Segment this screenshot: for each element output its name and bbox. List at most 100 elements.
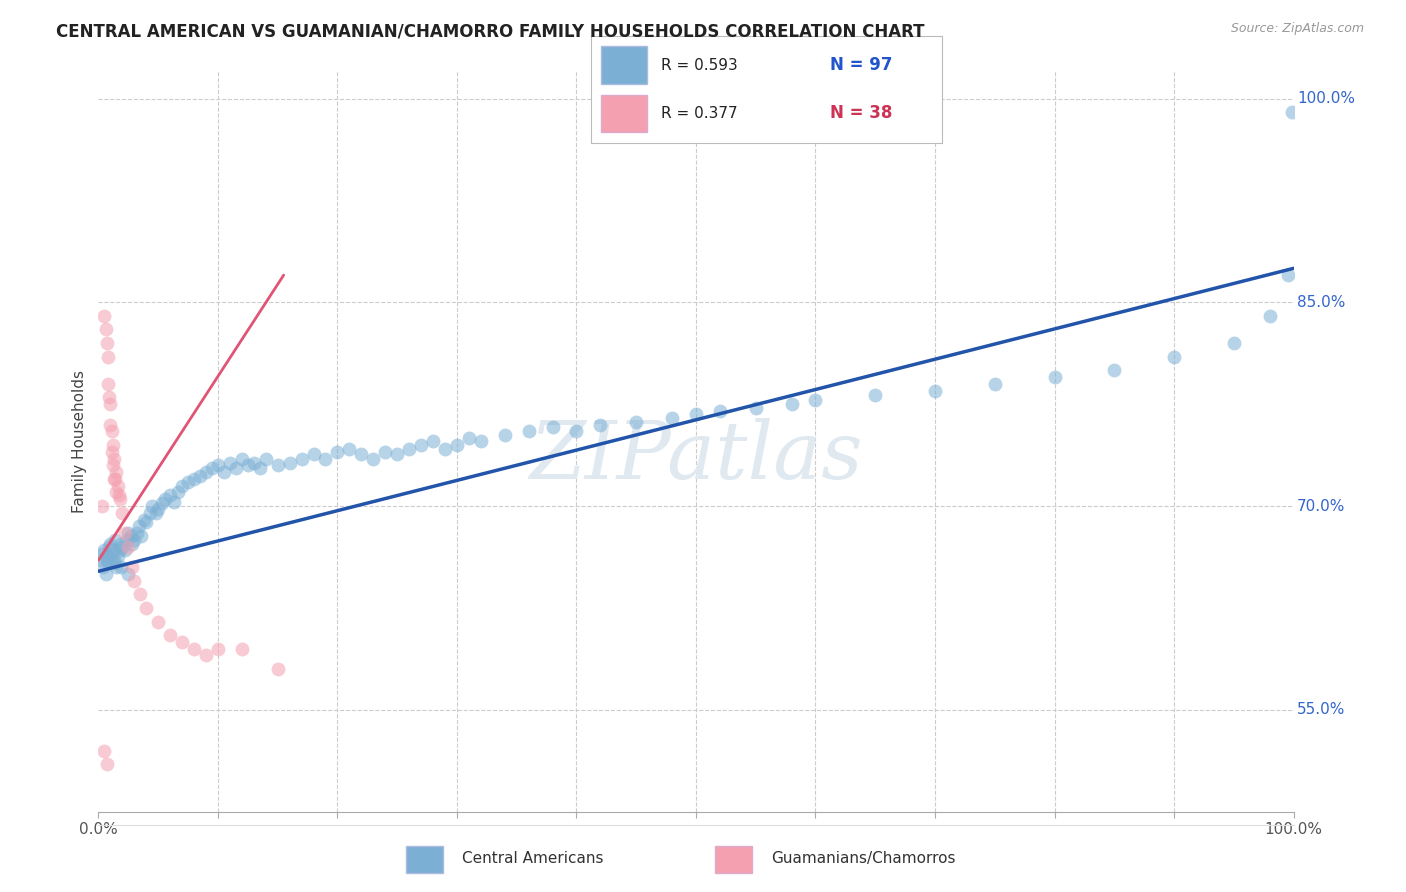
Point [494, 428, 516, 442]
Point [96, 757, 118, 772]
Point [93, 542, 115, 557]
Point [398, 442, 420, 456]
Point [236, 458, 259, 473]
Point [91, 560, 114, 574]
Point [924, 384, 946, 398]
Point [108, 492, 131, 507]
Point [111, 506, 134, 520]
Point [350, 447, 373, 461]
Point [302, 447, 325, 461]
Point [103, 553, 125, 567]
Point [124, 533, 146, 547]
Point [254, 451, 277, 466]
Point [225, 461, 247, 475]
Point [110, 537, 132, 551]
Point [374, 444, 396, 458]
Point [91, 499, 114, 513]
Point [1222, 336, 1246, 351]
Point [105, 485, 128, 500]
Point [541, 420, 564, 434]
Point [155, 492, 177, 507]
Point [470, 434, 492, 448]
Point [97, 376, 120, 391]
Point [103, 451, 125, 466]
Point [194, 648, 217, 663]
Point [1043, 370, 1066, 384]
Point [243, 456, 266, 470]
Point [267, 662, 290, 676]
Text: 55.0%: 55.0% [1298, 702, 1346, 717]
Text: CENTRAL AMERICAN VS GUAMANIAN/CHAMORRO FAMILY HOUSEHOLDS CORRELATION CHART: CENTRAL AMERICAN VS GUAMANIAN/CHAMORRO F… [56, 22, 925, 40]
Point [117, 526, 139, 541]
Point [167, 485, 190, 500]
Point [103, 472, 125, 486]
Point [207, 641, 229, 656]
Point [108, 542, 131, 557]
Point [103, 556, 125, 570]
Point [148, 501, 170, 516]
Text: Central Americans: Central Americans [461, 851, 603, 866]
Point [93, 309, 115, 323]
Point [98, 391, 121, 405]
Point [709, 404, 731, 418]
Point [183, 472, 205, 486]
Text: 85.0%: 85.0% [1298, 294, 1346, 310]
Point [1163, 350, 1185, 364]
Point [1281, 105, 1303, 120]
Point [93, 743, 115, 757]
Point [114, 526, 136, 541]
Point [207, 458, 229, 473]
Point [172, 635, 194, 649]
Point [111, 540, 134, 554]
Point [172, 478, 194, 492]
Point [90, 553, 112, 567]
Point [100, 547, 122, 561]
Point [97, 556, 120, 570]
Point [125, 526, 148, 541]
Point [159, 488, 181, 502]
Point [129, 587, 152, 601]
Text: R = 0.593: R = 0.593 [661, 58, 738, 72]
Text: 70.0%: 70.0% [1298, 499, 1346, 514]
Point [1258, 309, 1281, 323]
Point [363, 451, 385, 466]
Point [100, 444, 122, 458]
Point [163, 495, 186, 509]
Point [804, 393, 827, 408]
Y-axis label: Family Households: Family Households [72, 370, 87, 513]
Point [132, 513, 155, 527]
Point [98, 537, 122, 551]
Point [219, 456, 242, 470]
Point [517, 425, 540, 439]
Point [780, 397, 803, 411]
Point [433, 442, 456, 456]
Point [159, 628, 181, 642]
Point [983, 376, 1005, 391]
Point [98, 540, 121, 554]
Point [91, 547, 114, 561]
Point [446, 438, 468, 452]
Point [201, 461, 224, 475]
Point [212, 465, 235, 479]
Text: R = 0.377: R = 0.377 [661, 106, 737, 120]
Point [115, 533, 138, 547]
Point [1102, 363, 1125, 377]
Point [100, 425, 122, 439]
Point [101, 458, 124, 473]
Point [135, 516, 157, 530]
Point [97, 350, 120, 364]
Point [96, 553, 118, 567]
Point [385, 447, 409, 461]
Point [148, 615, 170, 629]
Point [278, 456, 301, 470]
Point [188, 469, 211, 483]
Point [124, 574, 146, 588]
Point [422, 434, 444, 448]
Point [685, 407, 707, 421]
Point [337, 442, 360, 456]
Text: Guamanians/Chamorros: Guamanians/Chamorros [770, 851, 956, 866]
Point [231, 451, 253, 466]
Point [128, 519, 150, 533]
Point [177, 475, 200, 489]
Point [131, 529, 153, 543]
